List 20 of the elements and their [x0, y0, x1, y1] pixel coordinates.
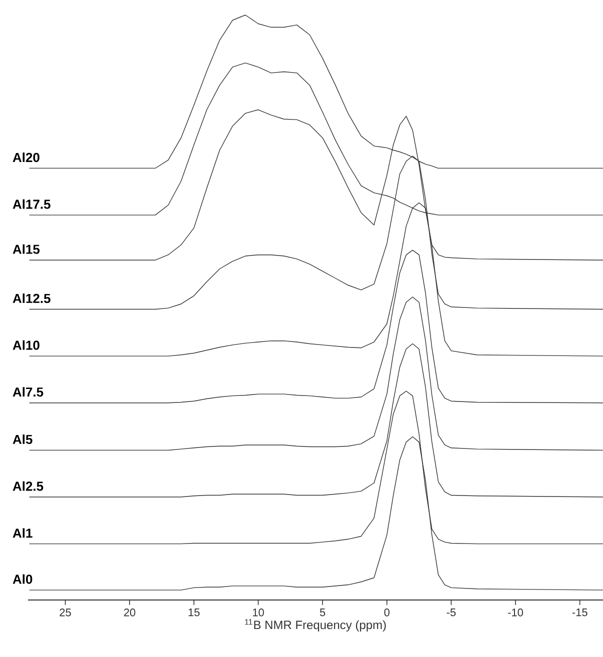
series-label: Al0 — [12, 574, 32, 584]
series-label: Al5 — [12, 434, 32, 444]
series-label: Al7.5 — [12, 387, 44, 397]
x-tick-label: -15 — [572, 608, 588, 616]
series-label: Al17.5 — [12, 199, 50, 209]
series-label: Al12.5 — [12, 293, 50, 304]
x-tick-label: -10 — [508, 608, 524, 616]
series-label: Al2.5 — [12, 481, 44, 491]
series-label: Al20 — [12, 152, 40, 162]
series-label: Al1 — [12, 528, 32, 538]
x-tick-label: 0 — [384, 608, 390, 616]
x-tick-label: 10 — [252, 608, 264, 616]
x-tick-label: -5 — [446, 608, 456, 616]
x-tick-label: 25 — [60, 608, 71, 616]
x-tick-label: 15 — [188, 608, 200, 616]
series-label: Al10 — [12, 340, 40, 350]
series-label: Al15 — [12, 244, 40, 254]
x-tick-label: 20 — [124, 608, 136, 616]
x-axis-title: $^{11}$B NMR Frequency (ppm) — [245, 619, 386, 632]
x-tick-label: 5 — [320, 608, 326, 616]
